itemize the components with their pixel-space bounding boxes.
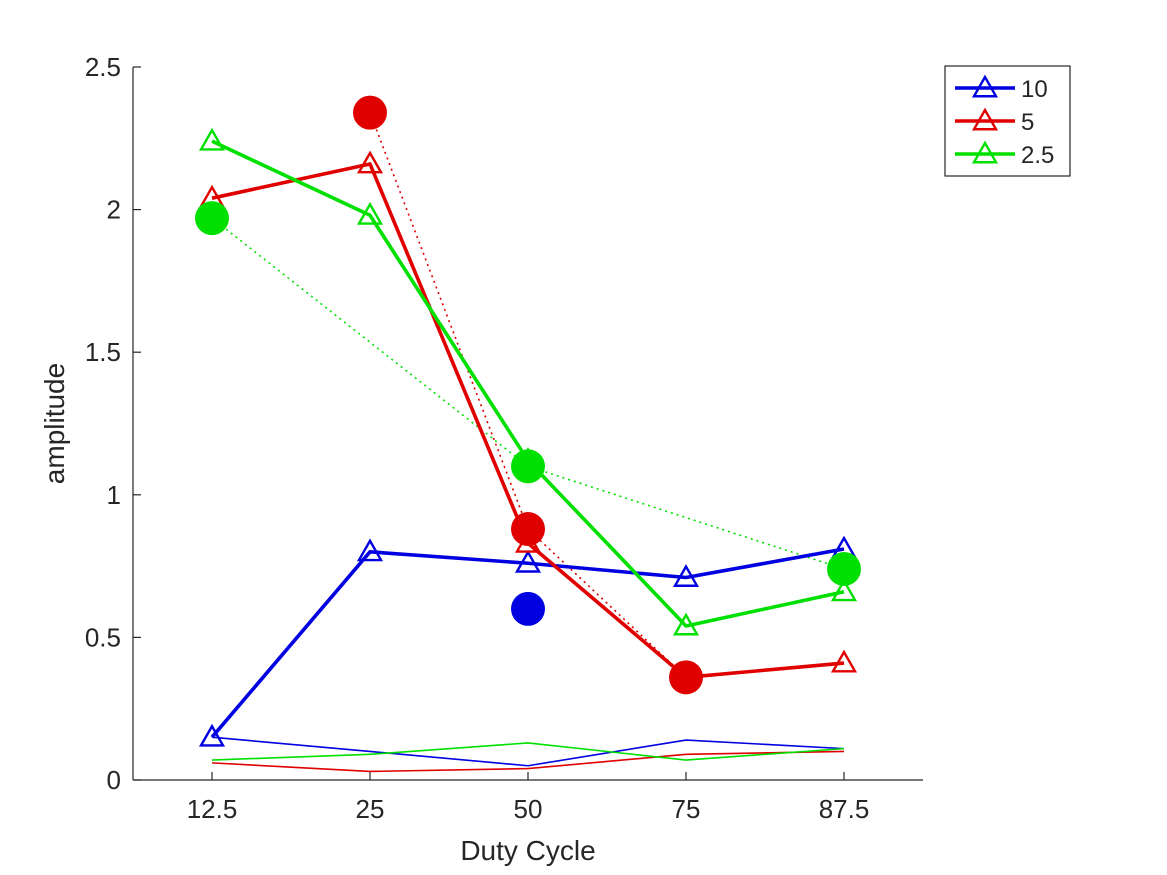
legend-marker: [971, 74, 999, 98]
y-tick-label: 0: [107, 765, 121, 795]
y-tick-label: 0.5: [85, 622, 121, 652]
triangle-marker: [830, 649, 858, 673]
dot-markers: [195, 95, 861, 695]
y-tick-label: 2: [107, 195, 121, 225]
y-tick-label: 1.5: [85, 337, 121, 367]
legend: 10 5 2.5: [944, 65, 1071, 177]
legend-label: 5: [1021, 109, 1034, 136]
legend-marker: [971, 107, 999, 131]
dot-marker: [511, 449, 545, 484]
legend-label: 2.5: [1021, 142, 1054, 169]
thin-series-line: [211, 750, 845, 773]
legend-marker: [971, 140, 999, 164]
triangle-marker: [356, 538, 384, 562]
y-axis-label: amplitude: [39, 363, 70, 484]
thin-series-line: [211, 742, 845, 761]
dot-marker: [353, 95, 387, 130]
triangle-marker: [356, 201, 384, 225]
axes: 12.5 25 50 75 87.5 0 0.5 1 1.5 2 2.5: [85, 52, 923, 824]
dot-marker: [195, 201, 229, 236]
legend-label: 10: [1021, 76, 1048, 103]
dotted-series-line: [211, 217, 845, 570]
dot-marker: [669, 660, 703, 695]
triangle-marker: [198, 127, 226, 151]
y-tick-label: 1: [107, 480, 121, 510]
triangle-marker: [356, 150, 384, 174]
series-line-10: [210, 547, 845, 739]
triangle-marker: [830, 578, 858, 602]
thin-lines: [211, 736, 845, 773]
x-tick-label: 87.5: [819, 794, 870, 824]
main-series-lines: [198, 127, 858, 747]
thin-series-line: [211, 736, 845, 767]
x-axis-label: Duty Cycle: [460, 835, 595, 866]
triangle-marker: [672, 612, 700, 636]
dot-marker: [827, 551, 861, 586]
x-tick-label: 12.5: [187, 794, 238, 824]
triangle-marker: [514, 549, 542, 573]
x-tick-label: 75: [672, 794, 701, 824]
triangle-marker: [198, 723, 226, 747]
triangle-marker: [672, 564, 700, 587]
x-tick-label: 25: [356, 794, 385, 824]
x-tick-label: 50: [514, 794, 543, 824]
dot-marker: [511, 591, 545, 626]
y-tick-label: 2.5: [85, 52, 121, 82]
dot-marker: [511, 512, 545, 547]
